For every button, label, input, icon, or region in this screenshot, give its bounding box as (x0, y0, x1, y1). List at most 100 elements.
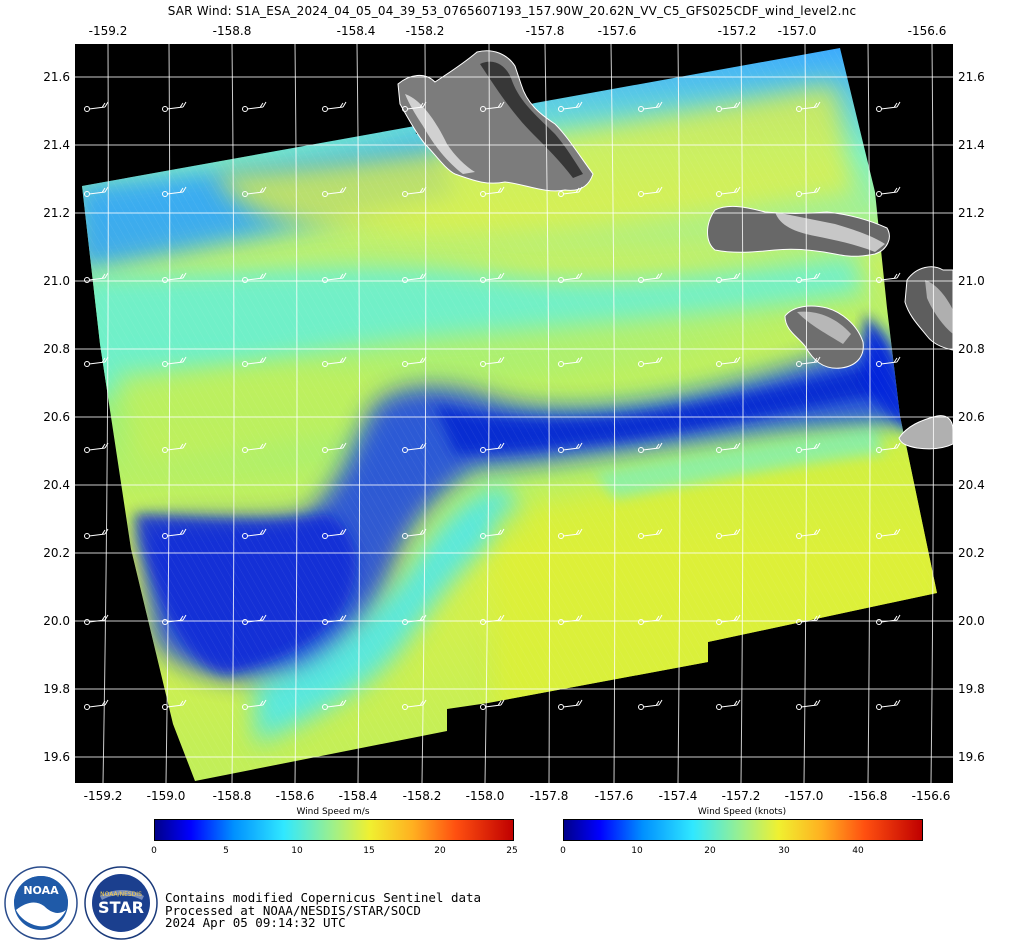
top-lon-tick: -157.2 (717, 24, 757, 38)
kahoolawe-island (898, 415, 953, 450)
wind-barb (558, 699, 583, 710)
wind-barb (638, 186, 663, 197)
wind-barb (242, 186, 267, 197)
right-lat-tick: 20.8 (958, 342, 985, 356)
lon-gridline (165, 44, 171, 783)
credits: Contains modified Copernicus Sentinel da… (165, 891, 481, 930)
wind-barb (84, 614, 109, 625)
right-lat-tick: 21.0 (958, 274, 985, 288)
bottom-lon-tick: -157.2 (721, 789, 761, 803)
colorbar-knots-label: 10 (631, 846, 643, 856)
right-lat-tick: 20.6 (958, 410, 985, 424)
nesdis-logo-text: NOAA/NESDIS (100, 891, 142, 898)
lon-gridline (867, 44, 871, 783)
wind-barb (84, 101, 109, 112)
map-title: SAR Wind: S1A_ESA_2024_04_05_04_39_53_07… (167, 4, 857, 18)
wind-barb (242, 614, 267, 625)
wind-barb (796, 186, 821, 197)
wind-barb (716, 356, 741, 367)
bottom-lon-tick: -156.8 (848, 789, 888, 803)
wind-barb (480, 614, 505, 625)
lon-gridline (356, 44, 361, 783)
wind-barb (716, 614, 741, 625)
colorbar-ms-label: 5 (223, 846, 229, 856)
noaa-logo: NOAA (4, 866, 78, 940)
wind-barb (242, 699, 267, 710)
wind-barb (876, 528, 901, 539)
wind-barb (84, 442, 109, 453)
wind-barb (796, 356, 821, 367)
wind-barb (558, 186, 583, 197)
star-logo: NOAA/NESDIS STAR (84, 866, 158, 940)
bottom-lon-tick: -157.0 (784, 789, 824, 803)
wind-barb (322, 528, 347, 539)
bottom-lon-tick: -156.6 (911, 789, 951, 803)
wind-barb (876, 442, 901, 453)
wind-barb (402, 356, 427, 367)
wind-barb (402, 101, 427, 112)
wind-barb (322, 699, 347, 710)
wind-barb (558, 442, 583, 453)
wind-barb (242, 442, 267, 453)
lon-gridline (610, 44, 616, 783)
right-lat-tick: 20.0 (958, 614, 985, 628)
wind-barb (796, 614, 821, 625)
left-lat-tick: 20.0 (43, 614, 70, 628)
right-lat-tick: 21.4 (958, 138, 985, 152)
left-lat-tick: 20.2 (43, 546, 70, 560)
colorbar-ms-label: 0 (151, 846, 157, 856)
wind-barb (322, 356, 347, 367)
wind-barb (402, 186, 427, 197)
bottom-lon-tick: -157.8 (529, 789, 569, 803)
top-lon-tick: -157.6 (597, 24, 637, 38)
wind-barb (796, 101, 821, 112)
bottom-lon-tick: -158.0 (465, 789, 505, 803)
wind-map[interactable] (75, 44, 953, 783)
wind-barb (480, 272, 505, 283)
wind-barb (716, 272, 741, 283)
star-logo-text: STAR (98, 898, 144, 917)
wind-barb (876, 699, 901, 710)
wind-barb (716, 442, 741, 453)
wind-barb (796, 442, 821, 453)
lon-gridline (803, 44, 808, 783)
bottom-lon-tick: -159.2 (83, 789, 123, 803)
right-lat-tick: 19.8 (958, 682, 985, 696)
wind-barb (796, 528, 821, 539)
left-lat-tick: 19.6 (43, 750, 70, 764)
wind-barb (716, 186, 741, 197)
wind-barb (162, 356, 187, 367)
maui-island (904, 266, 953, 351)
wind-barb (84, 272, 109, 283)
top-lon-tick: -157.8 (525, 24, 565, 38)
bottom-lon-tick: -157.6 (594, 789, 634, 803)
wind-barb (402, 528, 427, 539)
wind-barb (796, 699, 821, 710)
wind-barb (638, 528, 663, 539)
right-lat-tick: 21.2 (958, 206, 985, 220)
wind-barb (480, 699, 505, 710)
lat-lon-grid (75, 44, 953, 783)
wind-barb (876, 272, 901, 283)
right-lat-tick: 21.6 (958, 70, 985, 84)
wind-barb (876, 186, 901, 197)
colorbar-ms-label: 25 (506, 846, 518, 856)
right-lat-tick: 19.6 (958, 750, 985, 764)
wind-barb (402, 442, 427, 453)
wind-barb (84, 528, 109, 539)
right-lat-tick: 20.2 (958, 546, 985, 560)
top-lon-tick: -158.2 (405, 24, 445, 38)
wind-barb (162, 101, 187, 112)
lon-gridline (231, 44, 235, 783)
wind-barb (480, 356, 505, 367)
wind-barb (638, 699, 663, 710)
wind-barb (322, 272, 347, 283)
lon-gridline (294, 44, 298, 783)
wind-barb (638, 272, 663, 283)
left-lat-tick: 21.6 (43, 70, 70, 84)
lon-gridline (102, 44, 109, 783)
left-lat-tick: 20.8 (43, 342, 70, 356)
top-lon-tick: -157.0 (777, 24, 817, 38)
colorbar-knots-label: 20 (704, 846, 716, 856)
wind-barb (876, 356, 901, 367)
